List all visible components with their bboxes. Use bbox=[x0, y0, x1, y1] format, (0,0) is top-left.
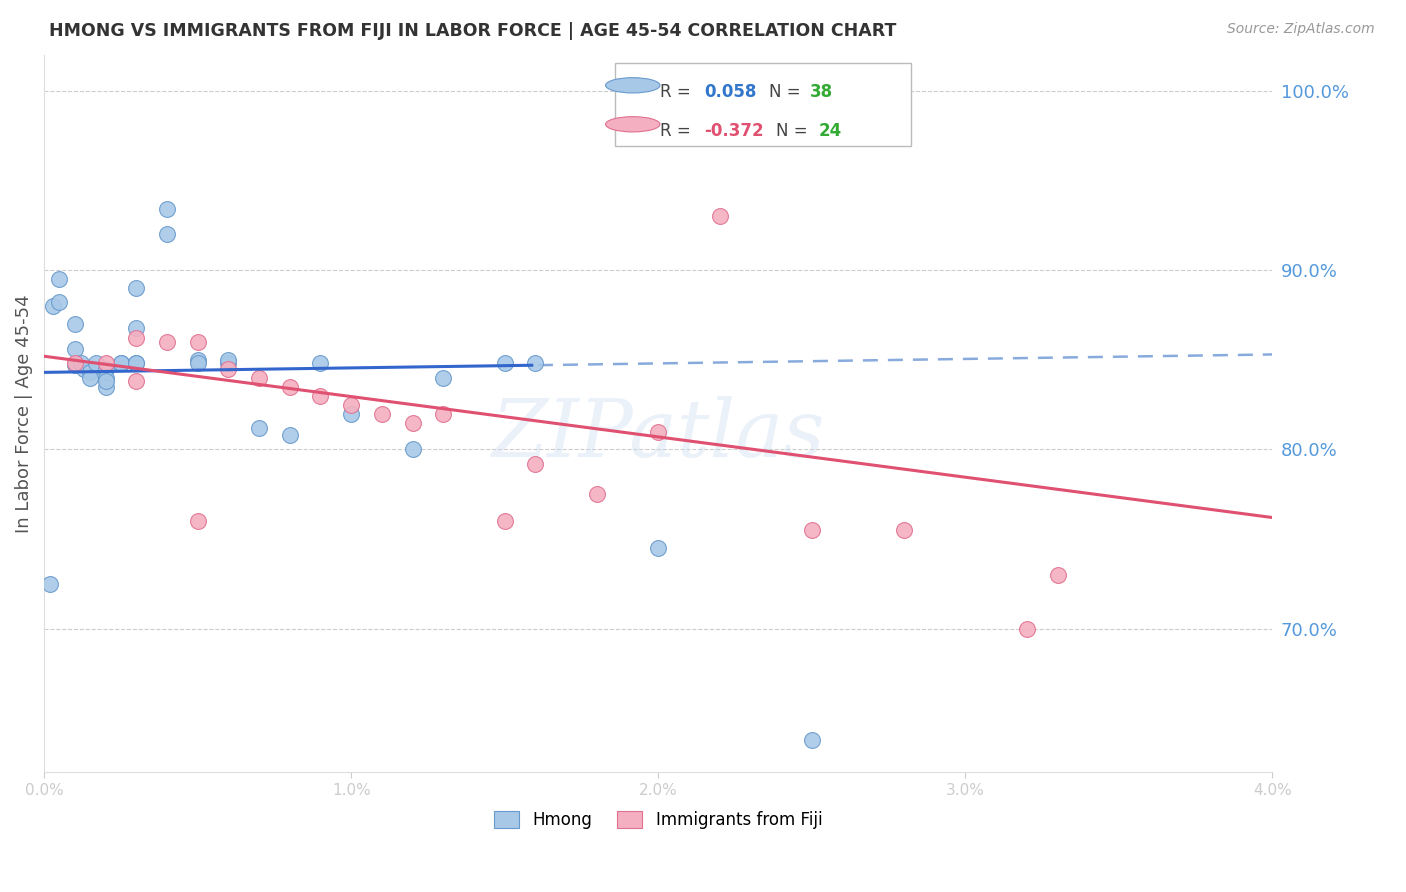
Point bbox=[156, 334, 179, 349]
Point bbox=[401, 416, 423, 430]
Point bbox=[79, 365, 101, 379]
Point bbox=[86, 356, 108, 370]
Point bbox=[494, 514, 516, 528]
FancyBboxPatch shape bbox=[614, 63, 911, 146]
Point bbox=[401, 442, 423, 457]
Point bbox=[247, 421, 270, 435]
Point bbox=[187, 514, 209, 528]
Point bbox=[278, 380, 301, 394]
Point bbox=[217, 361, 239, 376]
Text: 38: 38 bbox=[810, 83, 832, 101]
Point bbox=[125, 331, 148, 345]
Point bbox=[125, 281, 148, 295]
Point bbox=[800, 732, 823, 747]
Point bbox=[125, 356, 148, 370]
Point bbox=[217, 352, 239, 367]
Text: 24: 24 bbox=[818, 121, 842, 139]
Point bbox=[647, 541, 669, 555]
Text: N =: N = bbox=[776, 121, 813, 139]
Legend: Hmong, Immigrants from Fiji: Hmong, Immigrants from Fiji bbox=[488, 804, 830, 836]
Point bbox=[187, 352, 209, 367]
Point bbox=[156, 202, 179, 217]
Point bbox=[125, 356, 148, 370]
Point bbox=[309, 356, 332, 370]
Point bbox=[1046, 568, 1069, 582]
Point bbox=[217, 356, 239, 370]
Point bbox=[187, 334, 209, 349]
Point bbox=[94, 370, 117, 384]
Point bbox=[125, 320, 148, 334]
Point bbox=[48, 295, 70, 310]
Point bbox=[524, 457, 547, 471]
Point bbox=[94, 356, 117, 370]
Point bbox=[340, 407, 363, 421]
Point bbox=[73, 361, 96, 376]
Point bbox=[432, 407, 454, 421]
Text: R =: R = bbox=[659, 121, 696, 139]
Point bbox=[125, 375, 148, 389]
Text: R =: R = bbox=[659, 83, 696, 101]
Point bbox=[709, 210, 731, 224]
Point bbox=[309, 389, 332, 403]
Text: N =: N = bbox=[769, 83, 806, 101]
Point bbox=[42, 299, 65, 313]
Point bbox=[893, 523, 915, 537]
Point bbox=[63, 358, 86, 372]
Point bbox=[63, 356, 86, 370]
Text: -0.372: -0.372 bbox=[704, 121, 763, 139]
Point bbox=[371, 407, 394, 421]
Point bbox=[63, 342, 86, 356]
Point bbox=[647, 425, 669, 439]
Point bbox=[94, 380, 117, 394]
Point bbox=[1015, 622, 1038, 636]
Point bbox=[278, 428, 301, 442]
Point bbox=[187, 356, 209, 370]
Point bbox=[247, 370, 270, 384]
Point bbox=[524, 356, 547, 370]
Circle shape bbox=[606, 117, 659, 132]
Point bbox=[340, 398, 363, 412]
Circle shape bbox=[606, 78, 659, 93]
Point bbox=[48, 272, 70, 286]
Point bbox=[39, 577, 62, 591]
Point bbox=[800, 523, 823, 537]
Point bbox=[110, 356, 132, 370]
Text: ZIPatlas: ZIPatlas bbox=[492, 396, 825, 474]
Point bbox=[63, 317, 86, 331]
Text: Source: ZipAtlas.com: Source: ZipAtlas.com bbox=[1227, 22, 1375, 37]
Point bbox=[79, 370, 101, 384]
Text: HMONG VS IMMIGRANTS FROM FIJI IN LABOR FORCE | AGE 45-54 CORRELATION CHART: HMONG VS IMMIGRANTS FROM FIJI IN LABOR F… bbox=[49, 22, 897, 40]
Point bbox=[110, 356, 132, 370]
Y-axis label: In Labor Force | Age 45-54: In Labor Force | Age 45-54 bbox=[15, 294, 32, 533]
Text: 0.058: 0.058 bbox=[704, 83, 756, 101]
Point bbox=[70, 356, 93, 370]
Point bbox=[494, 356, 516, 370]
Point bbox=[94, 361, 117, 376]
Point bbox=[432, 370, 454, 384]
Point bbox=[586, 487, 609, 501]
Point bbox=[156, 227, 179, 242]
Point bbox=[94, 375, 117, 389]
